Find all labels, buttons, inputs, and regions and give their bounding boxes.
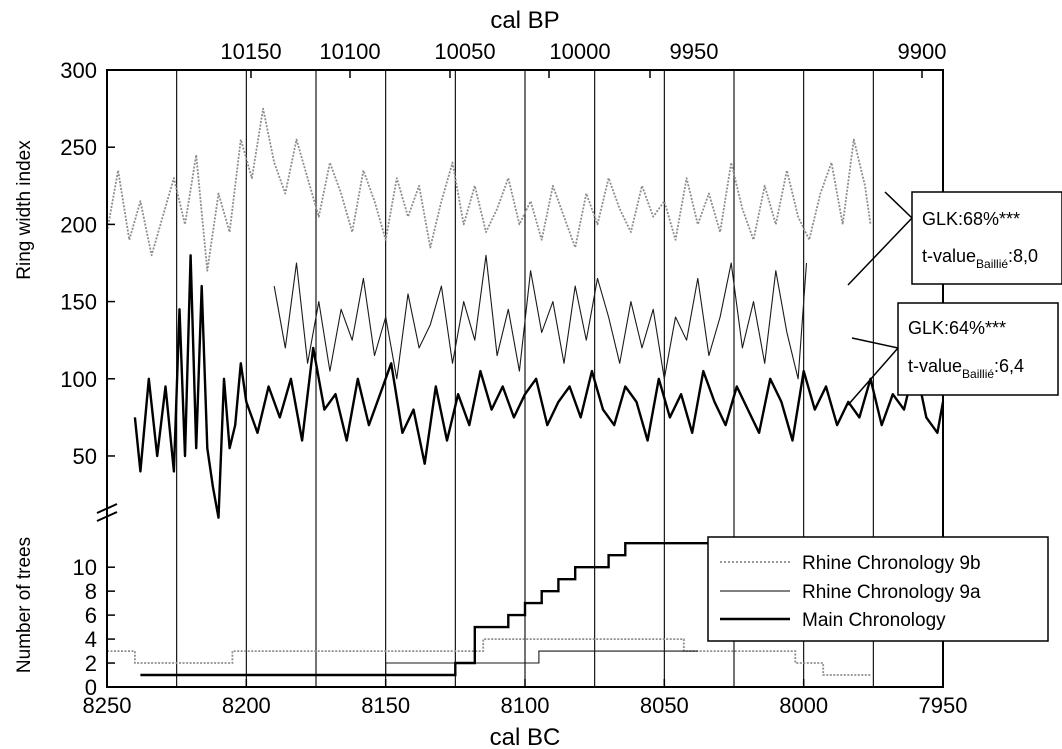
x2-tick-label-5: 9900 bbox=[898, 39, 947, 64]
ring-width-line-main bbox=[133, 254, 945, 519]
upper-y-axis-title: Ring width index bbox=[14, 140, 35, 280]
upper-y-tick-label-3: 200 bbox=[60, 212, 97, 237]
lower-y-tick-label-0: 0 bbox=[85, 675, 97, 700]
upper-y-tick-label-1: 100 bbox=[60, 367, 97, 392]
x2-tick-label-0: 10150 bbox=[220, 39, 281, 64]
ring-width-line-9b bbox=[106, 107, 872, 272]
x2-axis-title: cal BP bbox=[490, 7, 559, 34]
legend-label-main: Main Chronology bbox=[802, 610, 946, 631]
tree-count-line-9a bbox=[385, 650, 698, 675]
lower-y-tick-label-3: 6 bbox=[85, 603, 97, 628]
legend-box bbox=[707, 536, 1049, 642]
top-axis-ticks: 10150 10100 10050 10000 9950 9900 bbox=[220, 39, 946, 78]
bottom-axis-ticks: 8250 8200 8150 8100 8050 8000 7950 bbox=[83, 679, 968, 718]
legend: Rhine Chronology 9b Rhine Chronology 9a … bbox=[707, 536, 1049, 642]
annotation-68-sub: Baillié bbox=[976, 257, 1008, 271]
x-tick-label-4: 8050 bbox=[640, 693, 689, 718]
lower-y-tick-label-4: 8 bbox=[85, 579, 97, 604]
annotation-64-value: :6,4 bbox=[994, 356, 1024, 376]
annotation-64: GLK:64%*** t-valueBaillié:6,4 bbox=[847, 302, 1059, 406]
x-tick-label-0: 8250 bbox=[83, 693, 132, 718]
annotation-68-connector bbox=[847, 191, 914, 286]
tree-count-line-9b bbox=[107, 638, 871, 676]
annotation-68-box bbox=[911, 191, 1062, 285]
annotation-68-line2: t-valueBaillié:8,0 bbox=[922, 246, 1038, 271]
x2-tick-label-3: 10000 bbox=[549, 39, 610, 64]
x-tick-label-2: 8150 bbox=[361, 693, 410, 718]
upper-y-ticks: 50 100 150 200 250 300 bbox=[60, 58, 115, 469]
x-tick-label-5: 8000 bbox=[779, 693, 828, 718]
upper-y-tick-label-5: 300 bbox=[60, 58, 97, 83]
x-tick-label-1: 8200 bbox=[222, 693, 271, 718]
legend-label-9a: Rhine Chronology 9a bbox=[802, 582, 981, 603]
x-axis-title: cal BC bbox=[490, 724, 561, 749]
annotation-68: GLK:68%*** t-valueBaillié:8,0 bbox=[847, 191, 1062, 286]
lower-y-tick-label-2: 4 bbox=[85, 627, 97, 652]
upper-y-tick-label-0: 50 bbox=[73, 444, 97, 469]
annotation-68-line1: GLK:68%*** bbox=[922, 209, 1020, 229]
annotation-64-line2: t-valueBaillié:6,4 bbox=[908, 356, 1024, 381]
upper-y-tick-label-4: 250 bbox=[60, 135, 97, 160]
annotation-64-line1: GLK:64%*** bbox=[908, 318, 1006, 338]
annotation-68-tvalue: t-value bbox=[922, 246, 976, 266]
annotation-64-box bbox=[897, 302, 1059, 396]
x-tick-label-3: 8100 bbox=[501, 693, 550, 718]
upper-y-tick-label-2: 150 bbox=[60, 290, 97, 315]
lower-y-tick-label-1: 2 bbox=[85, 651, 97, 676]
x2-tick-label-2: 10050 bbox=[434, 39, 495, 64]
annotation-64-sub: Baillié bbox=[962, 367, 994, 381]
annotation-68-value: :8,0 bbox=[1008, 246, 1038, 266]
x-tick-label-6: 7950 bbox=[919, 693, 968, 718]
legend-label-9b: Rhine Chronology 9b bbox=[802, 553, 981, 574]
annotation-64-tvalue: t-value bbox=[908, 356, 962, 376]
x2-tick-label-1: 10100 bbox=[319, 39, 380, 64]
y-axis-break bbox=[96, 503, 118, 522]
lower-y-tick-label-5: 10 bbox=[73, 555, 97, 580]
x2-tick-label-4: 9950 bbox=[670, 39, 719, 64]
lower-y-axis-title: Number of trees bbox=[14, 537, 35, 673]
ring-width-line-9a bbox=[273, 254, 808, 380]
